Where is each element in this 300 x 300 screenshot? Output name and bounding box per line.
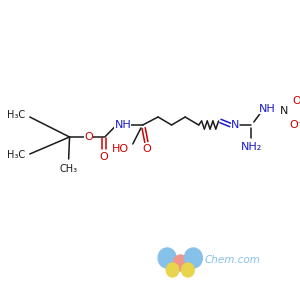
- Circle shape: [166, 263, 179, 277]
- Text: NH: NH: [115, 120, 131, 130]
- Text: N: N: [279, 106, 288, 116]
- Text: O: O: [84, 132, 93, 142]
- Text: Chem.com: Chem.com: [204, 255, 260, 265]
- Text: HO: HO: [112, 144, 129, 154]
- Circle shape: [158, 248, 176, 268]
- Text: H₃C: H₃C: [7, 110, 25, 120]
- Text: H₃C: H₃C: [7, 150, 25, 160]
- Text: O⁻: O⁻: [289, 120, 300, 130]
- Text: NH₂: NH₂: [241, 142, 262, 152]
- Circle shape: [182, 263, 194, 277]
- Text: O: O: [142, 144, 151, 154]
- Text: NH: NH: [259, 104, 276, 114]
- Text: O: O: [100, 152, 108, 162]
- Text: O: O: [292, 96, 300, 106]
- Circle shape: [184, 248, 202, 268]
- Circle shape: [173, 255, 188, 271]
- Text: N: N: [231, 120, 239, 130]
- Text: CH₃: CH₃: [60, 164, 78, 174]
